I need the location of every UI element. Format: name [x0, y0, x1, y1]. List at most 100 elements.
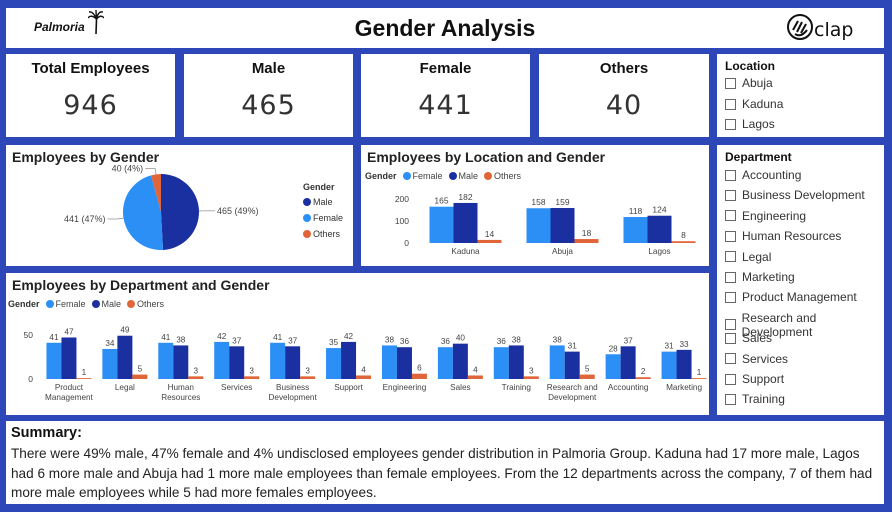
bar-others[interactable]: [244, 376, 260, 379]
checkbox[interactable]: [725, 189, 736, 201]
location-option-lagos[interactable]: Lagos: [725, 117, 775, 131]
bar-male[interactable]: [564, 351, 580, 379]
department-option-training[interactable]: Training: [725, 392, 785, 406]
legend-others[interactable]: Others: [484, 171, 521, 181]
bar-male[interactable]: [396, 347, 412, 379]
page-title: Gender Analysis: [354, 15, 536, 41]
bar-female[interactable]: [437, 347, 453, 379]
department-option-services[interactable]: Services: [725, 352, 788, 366]
pie-slice-female[interactable]: [123, 175, 164, 250]
checkbox[interactable]: [725, 169, 736, 181]
location-option-abuja[interactable]: Abuja: [725, 76, 773, 90]
bar-others[interactable]: [574, 239, 599, 243]
checkbox[interactable]: [725, 271, 736, 283]
bar-female[interactable]: [214, 341, 230, 379]
bar-male[interactable]: [61, 337, 77, 379]
bar-data-label: 1: [82, 368, 87, 377]
bar-female[interactable]: [158, 342, 174, 379]
department-option-legal[interactable]: Legal: [725, 250, 771, 264]
department-option-accounting[interactable]: Accounting: [725, 168, 801, 182]
bar-others[interactable]: [411, 373, 427, 379]
bar-others[interactable]: [523, 376, 539, 379]
bar-male[interactable]: [508, 345, 524, 379]
bar-others[interactable]: [477, 239, 502, 243]
bar-female[interactable]: [605, 354, 621, 379]
pie-slice-others[interactable]: [151, 174, 161, 212]
bar-female[interactable]: [661, 351, 677, 379]
location-option-kaduna[interactable]: Kaduna: [725, 97, 783, 111]
bar-male[interactable]: [117, 335, 133, 379]
bar-female[interactable]: [326, 348, 342, 379]
bar-female[interactable]: [549, 345, 565, 379]
department-option-product-management[interactable]: Product Management: [725, 290, 857, 304]
bar-data-label: 5: [585, 365, 590, 374]
bar-female[interactable]: [623, 217, 648, 243]
bar-male[interactable]: [285, 346, 301, 379]
x-tick-label: Engineering: [383, 383, 427, 392]
bar-male[interactable]: [229, 346, 245, 379]
department-option-engineering[interactable]: Engineering: [725, 209, 806, 223]
bar-data-label: 38: [512, 335, 522, 344]
bar-female[interactable]: [493, 347, 509, 379]
department-option-research-and-development[interactable]: Research and Development: [725, 311, 884, 339]
bar-others[interactable]: [671, 241, 696, 243]
checkbox[interactable]: [725, 353, 736, 365]
bar-female[interactable]: [270, 342, 286, 379]
department-option-support[interactable]: Support: [725, 372, 784, 386]
bar-male[interactable]: [341, 341, 357, 379]
department-option-business-development[interactable]: Business Development: [725, 188, 865, 202]
checkbox[interactable]: [725, 230, 736, 242]
bar-male[interactable]: [452, 343, 468, 379]
pie-slice-male[interactable]: [161, 174, 200, 250]
legend-others[interactable]: Others: [127, 299, 164, 309]
bar-female[interactable]: [381, 345, 397, 379]
checkbox[interactable]: [725, 332, 736, 344]
checkbox[interactable]: [725, 210, 736, 222]
checkbox[interactable]: [725, 373, 736, 385]
option-label: Kaduna: [742, 97, 784, 111]
bar-others[interactable]: [467, 375, 483, 379]
bar-others[interactable]: [635, 377, 651, 379]
bar-others[interactable]: [691, 378, 707, 379]
legend-label: Female: [412, 171, 443, 181]
bar-others[interactable]: [579, 374, 595, 379]
pie-legend-female[interactable]: Female: [303, 213, 343, 223]
department-option-human-resources[interactable]: Human Resources: [725, 229, 841, 243]
checkbox[interactable]: [725, 393, 736, 405]
bar-others[interactable]: [188, 376, 204, 379]
bar-female[interactable]: [46, 342, 62, 379]
bar-male[interactable]: [550, 208, 575, 243]
legend-male[interactable]: Male: [91, 299, 121, 309]
checkbox[interactable]: [725, 77, 736, 89]
bar-others[interactable]: [132, 374, 148, 379]
bar-others[interactable]: [356, 375, 372, 379]
bar-others[interactable]: [300, 376, 316, 379]
bar-data-label: 38: [385, 335, 395, 344]
legend-male[interactable]: Male: [448, 171, 478, 181]
checkbox[interactable]: [725, 98, 736, 110]
checkbox[interactable]: [725, 319, 736, 331]
bar-male[interactable]: [676, 349, 692, 379]
bar-male[interactable]: [620, 346, 636, 379]
legend-female[interactable]: Female: [402, 171, 443, 181]
checkbox[interactable]: [725, 118, 736, 130]
pie-legend-male[interactable]: Male: [303, 197, 343, 207]
bar-data-label: 33: [679, 340, 689, 349]
bar-male[interactable]: [453, 202, 478, 243]
bar-female[interactable]: [526, 208, 551, 243]
bar-others[interactable]: [76, 378, 92, 379]
checkbox[interactable]: [725, 251, 736, 263]
legend-label: Others: [494, 171, 522, 181]
bar-data-label: 159: [555, 197, 569, 207]
department-option-marketing[interactable]: Marketing: [725, 270, 795, 284]
bar-male[interactable]: [647, 215, 672, 243]
pie-legend-others[interactable]: Others: [303, 229, 343, 239]
legend-female[interactable]: Female: [45, 299, 86, 309]
department-option-sales[interactable]: Sales: [725, 331, 772, 345]
checkbox[interactable]: [725, 291, 736, 303]
bar-male[interactable]: [173, 345, 189, 379]
bar-female[interactable]: [102, 348, 118, 379]
bar-female[interactable]: [429, 206, 454, 243]
kpi-female-card: Female 441: [361, 54, 530, 137]
